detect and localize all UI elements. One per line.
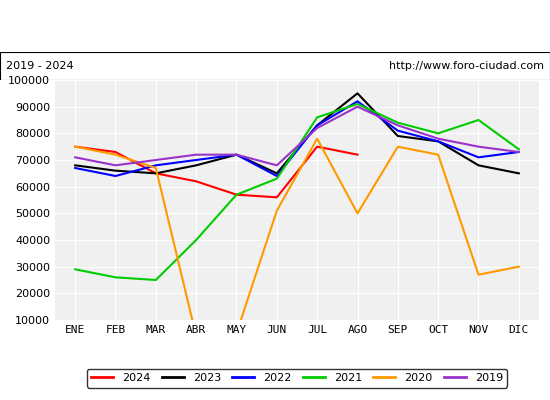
Text: 2019 - 2024: 2019 - 2024 — [6, 61, 73, 71]
Text: http://www.foro-ciudad.com: http://www.foro-ciudad.com — [389, 61, 544, 71]
Legend: 2024, 2023, 2022, 2021, 2020, 2019: 2024, 2023, 2022, 2021, 2020, 2019 — [86, 369, 508, 388]
Text: Evolucion Nº Turistas Nacionales en el municipio de Donostia/San Sebastián: Evolucion Nº Turistas Nacionales en el m… — [0, 15, 550, 31]
